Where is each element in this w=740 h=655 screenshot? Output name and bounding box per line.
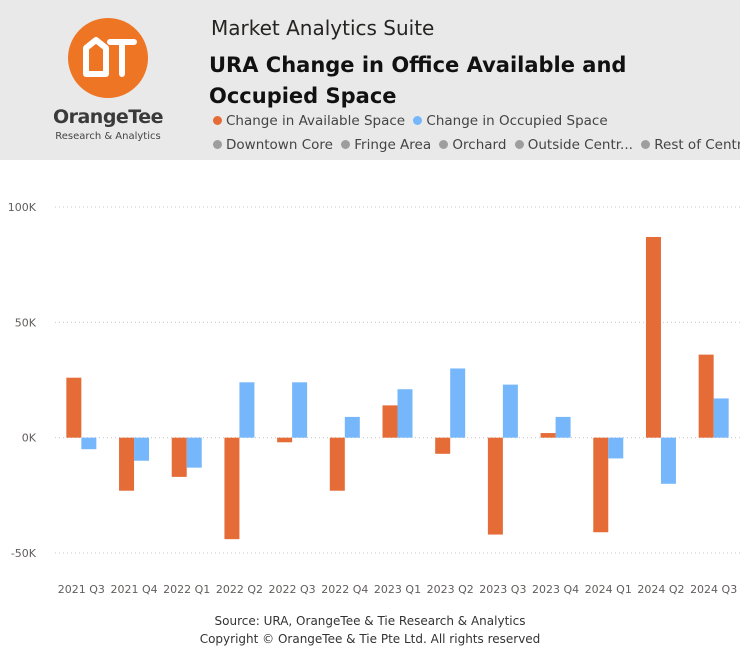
region-legend: Downtown Core Fringe Area Orchard Outsid… (213, 137, 740, 153)
x-tick-label: 2022 Q1 (163, 583, 210, 596)
legend-item-downtown-core[interactable]: Downtown Core (213, 137, 333, 153)
bar-available[interactable] (593, 437, 609, 533)
legend-label: Change in Occupied Space (426, 113, 608, 129)
orangetee-logo: OrangeTee Research & Analytics (52, 14, 164, 148)
legend-dot-icon (213, 116, 222, 125)
legend-dot-icon (341, 140, 351, 149)
bar-available[interactable] (66, 377, 82, 438)
legend-label: Fringe Area (354, 137, 432, 153)
legend-label: Outside Centr... (527, 137, 633, 153)
x-tick-label: 2024 Q1 (585, 583, 632, 596)
x-tick-label: 2022 Q2 (216, 583, 263, 596)
legend-label: Change in Available Space (226, 113, 406, 129)
bar-available[interactable] (382, 405, 398, 438)
legend-item-available[interactable]: Change in Available Space (213, 113, 405, 129)
bar-available[interactable] (487, 437, 503, 535)
x-tick-label: 2021 Q4 (110, 583, 157, 596)
bar-occupied[interactable] (555, 416, 571, 438)
legend-item-rest-of-central[interactable]: Rest of Centr... (641, 137, 740, 153)
bar-occupied[interactable] (134, 437, 150, 461)
bar-occupied[interactable] (81, 437, 97, 450)
x-tick-label: 2022 Q4 (321, 583, 368, 596)
bar-available[interactable] (645, 236, 661, 438)
source-note: Source: URA, OrangeTee & Tie Research & … (214, 614, 526, 628)
legend-label: Downtown Core (226, 137, 333, 153)
bar-occupied[interactable] (660, 437, 676, 484)
bar-available[interactable] (540, 433, 556, 438)
bar-available[interactable] (277, 437, 293, 443)
y-tick-label: 100K (8, 201, 37, 214)
legend-dot-icon (641, 140, 651, 149)
suite-title: Market Analytics Suite (211, 16, 435, 40)
x-tick-label: 2023 Q4 (532, 583, 579, 596)
x-tick-label: 2023 Q1 (374, 583, 421, 596)
x-tick-label: 2024 Q3 (690, 583, 737, 596)
x-tick-label: 2023 Q3 (479, 583, 526, 596)
bar-available[interactable] (329, 437, 345, 491)
legend-item-orchard[interactable]: Orchard (439, 137, 506, 153)
bar-occupied[interactable] (713, 398, 729, 438)
y-tick-label: -50K (11, 547, 37, 560)
bar-available[interactable] (698, 354, 714, 438)
legend-label: Orchard (452, 137, 507, 153)
legend-dot-icon (213, 140, 222, 149)
y-tick-label: 0K (22, 432, 37, 445)
chart-title: URA Change in Office Available and Occup… (209, 53, 627, 108)
x-tick-label: 2022 Q3 (269, 583, 316, 596)
legend-item-fringe-area[interactable]: Fringe Area (341, 137, 431, 153)
logo-name: OrangeTee (52, 106, 164, 128)
bar-occupied[interactable] (397, 389, 413, 438)
bar-chart: 100K 50K 0K -50K 2021 Q3 2021 Q4 2022 Q1 2022 Q… (8, 201, 740, 596)
legend-dot-icon (514, 140, 524, 149)
legend-dot-icon (413, 116, 423, 125)
copyright-note: Copyright © OrangeTee & Tie Pte Ltd. All… (199, 632, 541, 646)
legend-label: Rest of Centr... (654, 137, 740, 153)
x-tick-label: 2023 Q2 (427, 583, 474, 596)
logo-mark-icon (68, 18, 148, 98)
x-tick-label: 2021 Q3 (58, 583, 105, 596)
bar-occupied[interactable] (502, 384, 518, 438)
legend-dot-icon (439, 140, 449, 149)
report-header: OrangeTee Research & Analytics Market An… (0, 0, 740, 160)
legend-item-outside-central[interactable]: Outside Centr... (514, 137, 633, 153)
bar-occupied[interactable] (450, 368, 466, 438)
x-tick-label: 2024 Q2 (637, 583, 684, 596)
bar-available[interactable] (171, 437, 187, 477)
bar-available[interactable] (224, 437, 240, 540)
bar-available[interactable] (435, 437, 451, 454)
series-legend: Change in Available Space Change in Occu… (213, 113, 612, 129)
y-tick-label: 50K (15, 316, 37, 329)
bar-occupied[interactable] (344, 416, 360, 438)
logo-ot-glyph-icon (83, 37, 137, 77)
bar-occupied[interactable] (239, 382, 255, 438)
logo-subtitle: Research & Analytics (55, 131, 161, 142)
bar-occupied[interactable] (608, 437, 624, 459)
bar-available[interactable] (119, 437, 135, 491)
bar-occupied[interactable] (292, 382, 308, 438)
bar-occupied[interactable] (186, 437, 202, 468)
legend-item-occupied[interactable]: Change in Occupied Space (413, 113, 608, 129)
